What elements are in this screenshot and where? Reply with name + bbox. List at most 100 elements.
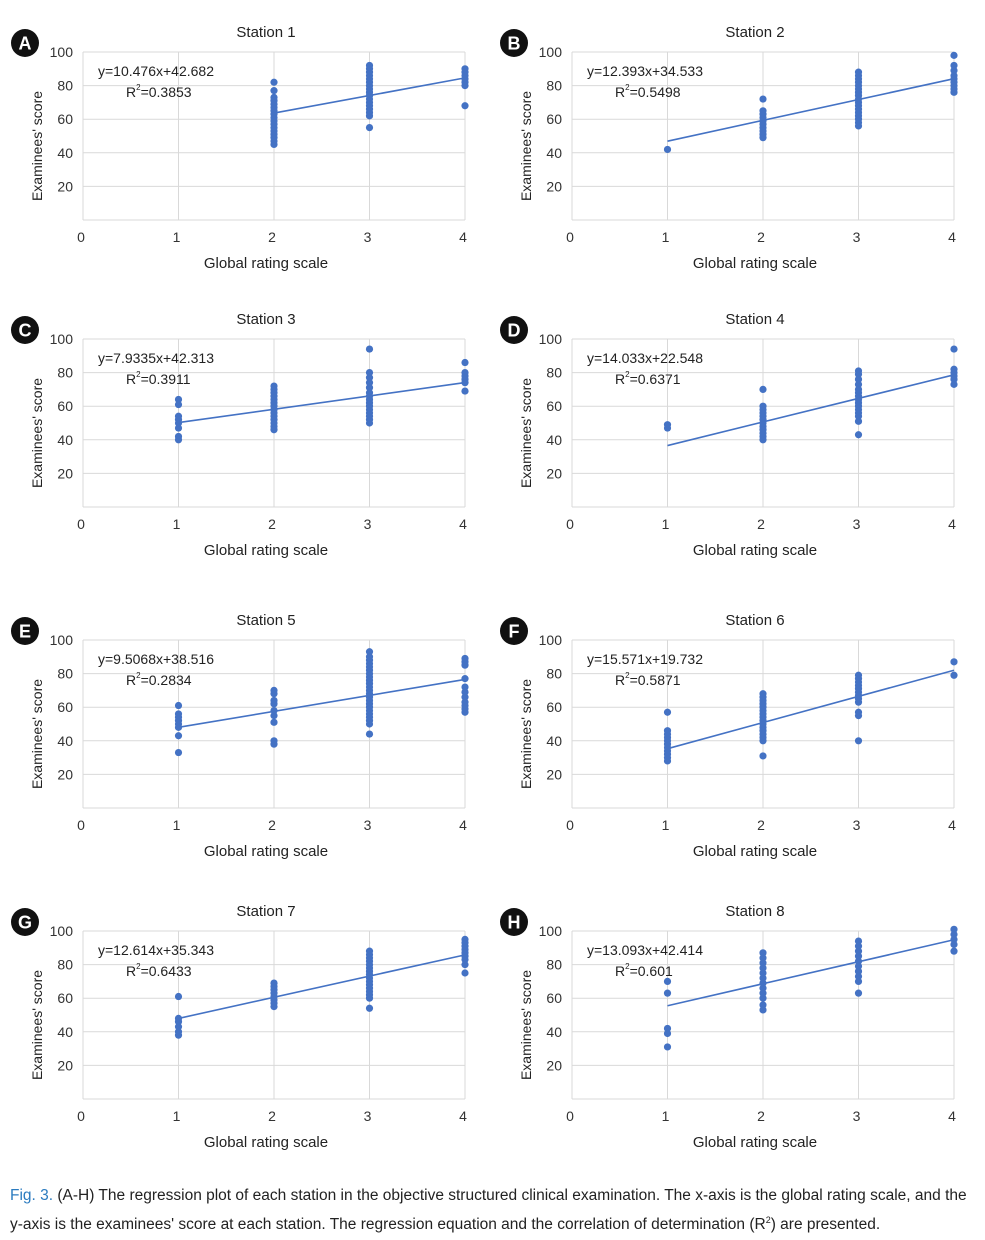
regression-equation: y=15.571x+19.732 [587,651,703,667]
x-tick-label: 4 [948,817,956,833]
data-point [950,345,958,353]
y-tick-label: 60 [57,990,73,1006]
data-point [950,88,958,96]
r-squared-superscript: 2 [136,962,141,971]
chart-panel-f: 20 40 60 80 100 0 1 2 3 4 Station 6 Global rating s… [500,612,958,860]
y-tick-label: 80 [546,78,562,94]
panel-badge-letter: E [19,622,31,642]
x-tick-label: 1 [173,1108,181,1124]
data-point [461,675,469,683]
x-tick-label: 3 [364,229,372,245]
data-point [950,947,958,955]
x-tick-label: 4 [948,1108,956,1124]
x-axis-title: Global rating scale [693,542,817,559]
data-point [174,992,183,1001]
x-tick-label: 2 [757,229,765,245]
data-point [950,935,958,944]
figure-label: Fig. 3. [10,1187,54,1204]
r-squared-value: =0.5871 [630,672,681,688]
data-point [365,994,374,1002]
y-tick-label: 20 [57,465,73,481]
data-point [270,78,278,86]
y-tick-label: 40 [546,145,562,161]
y-axis-title: Examinees' score [518,679,534,789]
data-point [174,424,183,432]
r-squared-value: =0.6433 [141,963,192,979]
data-point [759,984,767,992]
x-tick-label: 1 [662,229,670,245]
r-squared: R2=0.6371 [615,370,681,387]
y-tick-label: 60 [546,699,562,715]
data-point [759,964,767,972]
y-tick-label: 80 [546,365,562,381]
data-point [174,419,183,427]
data-point [950,930,958,938]
data-point [461,683,469,691]
regression-line [667,669,955,750]
data-point [461,688,469,696]
r-squared: R2=0.3911 [126,370,191,387]
x-tick-label: 4 [459,817,467,833]
regression-equation: y=12.614x+35.343 [98,942,214,958]
data-point [365,419,374,427]
x-axis-title: Global rating scale [693,843,817,860]
x-axis-title: Global rating scale [204,1134,328,1151]
y-tick-label: 100 [50,923,74,939]
panel-badge-letter: A [19,34,32,54]
data-point [365,374,374,382]
panel-badge-letter: G [18,913,32,933]
r-squared: R2=0.5871 [615,671,681,688]
data-point [950,925,958,933]
y-tick-label: 20 [546,1057,562,1073]
x-tick-label: 0 [77,229,85,245]
panel-badge [500,29,528,57]
data-point [461,661,469,669]
data-point [461,969,469,977]
data-point [759,436,767,444]
r-squared: R2=0.2834 [126,671,192,688]
data-point [174,436,183,444]
data-point [461,82,469,90]
y-axis-title: Examinees' score [29,679,45,789]
x-tick-label: 2 [268,229,276,245]
y-tick-label: 100 [50,44,74,60]
x-tick-label: 3 [853,516,861,532]
y-tick-label: 80 [546,666,562,682]
x-tick-label: 0 [77,516,85,532]
y-tick-label: 20 [546,178,562,194]
data-point [663,708,672,716]
data-point [270,700,278,708]
x-axis-title: Global rating scale [204,255,328,272]
y-tick-label: 40 [57,1024,73,1040]
y-tick-label: 40 [546,733,562,749]
panel-badge-letter: B [508,34,521,54]
data-point [854,952,863,960]
y-tick-label: 40 [57,145,73,161]
chart-title: Station 6 [725,612,784,629]
data-point [759,1001,767,1009]
data-point [365,384,374,392]
data-point [174,1018,183,1026]
regression-equation: y=13.093x+42.414 [587,942,703,958]
data-point [854,375,863,383]
y-tick-label: 20 [546,766,562,782]
chart-title: Station 4 [725,311,784,328]
data-point [663,1024,672,1033]
data-point [270,87,278,95]
x-tick-label: 0 [566,516,574,532]
data-point [270,690,278,698]
r-squared-superscript: 2 [136,370,141,379]
data-point [663,989,672,997]
r-squared-value: =0.2834 [141,672,192,688]
data-point [950,66,958,75]
regression-line [667,938,955,1007]
data-point [461,387,469,395]
regression-line [667,77,955,142]
data-point [365,379,374,387]
x-tick-label: 3 [364,1108,372,1124]
data-point [950,61,958,70]
y-tick-label: 40 [57,432,73,448]
data-point [854,737,863,745]
data-point [854,989,863,997]
data-point [174,1031,183,1039]
